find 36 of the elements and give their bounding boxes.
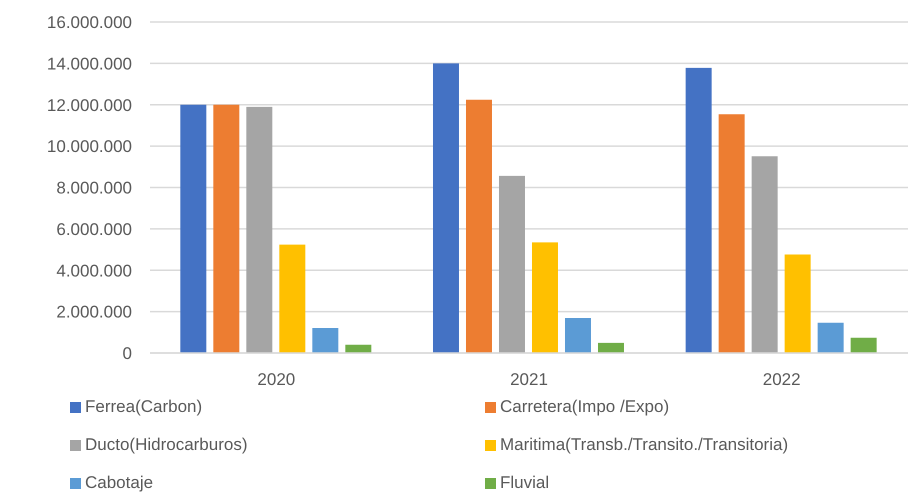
- y-tick-label: 0: [122, 344, 132, 364]
- bar: [213, 104, 240, 353]
- bar: [784, 254, 811, 353]
- legend-label: Maritima(Transb./Transito./Transitoria): [500, 435, 788, 455]
- y-tick-label: 6.000.000: [56, 220, 132, 239]
- bar: [850, 338, 877, 353]
- x-tick-label: 2021: [510, 370, 548, 390]
- bar: [532, 242, 558, 353]
- bar: [564, 318, 591, 353]
- bar: [246, 106, 272, 353]
- y-tick-label: 2.000.000: [56, 302, 132, 322]
- bar: [466, 100, 492, 353]
- bar: [752, 156, 778, 353]
- y-tick-label: 12.000.000: [46, 96, 132, 115]
- x-tick-label: 2022: [762, 370, 801, 390]
- bar: [498, 176, 525, 353]
- bar: [279, 244, 306, 353]
- bar: [598, 342, 624, 353]
- bar: [432, 63, 459, 353]
- y-tick-label: 10.000.000: [46, 137, 132, 156]
- bar: [718, 114, 745, 353]
- y-tick-label: 8.000.000: [56, 178, 132, 198]
- legend-label: Fluvial: [500, 473, 550, 493]
- y-tick-label: 16.000.000: [46, 13, 132, 32]
- legend-label: Cabotaje: [85, 473, 154, 493]
- legend-label: Ferrea(Carbon): [85, 397, 202, 417]
- x-tick-label: 2020: [257, 370, 296, 390]
- y-tick-label: 4.000.000: [56, 261, 132, 280]
- legend-label: Ducto(Hidrocarburos): [85, 435, 248, 455]
- bar: [345, 344, 372, 353]
- bar: [818, 322, 844, 353]
- legend-label: Carretera(Impo /Expo): [500, 397, 670, 417]
- bar: [180, 104, 206, 353]
- bar: [312, 328, 338, 353]
- y-tick-label: 14.000.000: [46, 54, 132, 74]
- bar: [686, 68, 712, 353]
